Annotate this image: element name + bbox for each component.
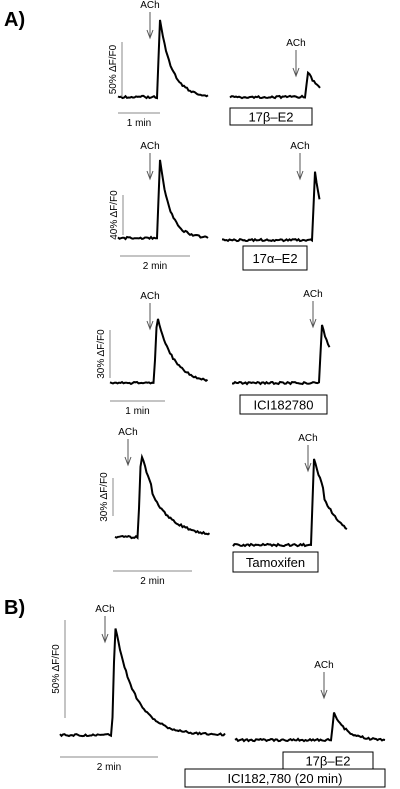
trace [114, 453, 211, 540]
arrow [146, 303, 154, 331]
treatment-label: ICI182780 [254, 398, 314, 413]
scale-label: 30% ΔF/F0 [96, 329, 107, 379]
trace [59, 628, 226, 738]
stimulus-label: ACh [140, 291, 159, 302]
stimulus-label: ACh [140, 0, 159, 11]
trace [232, 324, 331, 386]
treatment-label: 17β–E2 [305, 754, 350, 769]
arrow [296, 153, 304, 181]
time-label: 1 min [125, 406, 149, 417]
trace [234, 712, 386, 743]
trace [229, 70, 321, 100]
trace [221, 171, 321, 243]
scale-label: 40% ΔF/F0 [109, 190, 120, 240]
treatment-label: 17β–E2 [248, 110, 293, 125]
time-label: 2 min [97, 762, 121, 773]
scale-label: 50% ΔF/F0 [108, 44, 119, 94]
scale-label: 30% ΔF/F0 [99, 472, 110, 522]
treatment-box [229, 107, 313, 126]
arrow [292, 50, 300, 78]
arrow [146, 12, 154, 40]
treatment-box [239, 394, 328, 415]
stimulus-label: ACh [303, 289, 322, 300]
stimulus-label: ACh [298, 433, 317, 444]
treatment-box [184, 768, 386, 788]
stimulus-label: ACh [314, 660, 333, 671]
arrow [101, 616, 109, 644]
scale-label: 50% ΔF/F0 [51, 644, 62, 694]
arrow [146, 153, 154, 181]
stimulus-label: ACh [290, 141, 309, 152]
time-label: 2 min [140, 576, 164, 587]
stimulus-label: ACh [95, 604, 114, 615]
time-label: 2 min [143, 261, 167, 272]
trace [232, 458, 348, 548]
treatment-box [232, 551, 319, 573]
arrow [320, 672, 328, 700]
arrow [304, 445, 312, 473]
trace [109, 318, 209, 386]
treatment-label: 17α–E2 [252, 251, 297, 266]
treatment-label: ICI182,780 (20 min) [228, 771, 343, 786]
panel-label: A) [4, 9, 25, 31]
stimulus-label: ACh [118, 427, 137, 438]
panel-label: B) [4, 597, 25, 619]
arrow [124, 439, 132, 467]
time-label: 1 min [127, 118, 151, 129]
arrow [309, 301, 317, 329]
stimulus-label: ACh [286, 38, 305, 49]
stimulus-label: ACh [140, 141, 159, 152]
trace [117, 159, 209, 241]
treatment-box [242, 245, 308, 271]
treatment-label: Tamoxifen [246, 555, 305, 570]
trace [117, 19, 209, 100]
